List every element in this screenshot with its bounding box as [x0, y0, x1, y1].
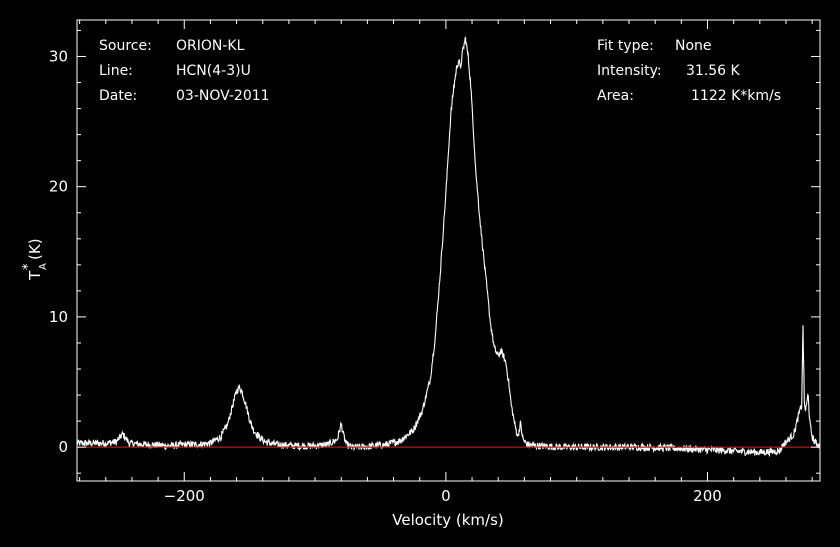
y-axis-label-unit: (K) — [26, 238, 44, 260]
x-axis-label: Velocity (km/s) — [392, 511, 503, 529]
y-axis-label-sup: * — [21, 263, 36, 270]
y-tick-label: 10 — [49, 308, 68, 326]
source-value: ORION-KL — [176, 38, 245, 54]
info-left: Source: ORION-KL Line: HCN(4-3)U Date: 0… — [99, 38, 270, 104]
x-tick-label: 200 — [693, 487, 722, 505]
y-tick-label: 0 — [58, 438, 68, 456]
y-tick-label: 30 — [49, 47, 68, 65]
fit-type-key: Fit type: — [597, 38, 654, 54]
axes-layer: −200 0 200 0 10 20 30 — [49, 19, 821, 505]
area-key: Area: — [597, 88, 634, 104]
x-tick-label: −200 — [164, 487, 205, 505]
line-value: HCN(4-3)U — [176, 63, 251, 79]
y-axis-label-main: T — [26, 270, 44, 281]
y-axis-label: T * A (K) — [21, 238, 49, 281]
y-axis-label-sub: A — [38, 263, 49, 270]
intensity-value: 31.56 K — [686, 63, 741, 79]
x-tick-label: 0 — [441, 487, 451, 505]
line-key: Line: — [99, 63, 133, 79]
source-key: Source: — [99, 38, 152, 54]
y-tick-label: 20 — [49, 178, 68, 196]
date-value: 03-NOV-2011 — [176, 88, 270, 104]
plot-frame — [76, 19, 821, 482]
fit-type-value: None — [675, 38, 712, 54]
area-value: 1122 K*km/s — [691, 88, 781, 104]
intensity-key: Intensity: — [597, 63, 662, 79]
info-right: Fit type: None Intensity: 31.56 K Area: … — [597, 38, 781, 104]
date-key: Date: — [99, 88, 137, 104]
